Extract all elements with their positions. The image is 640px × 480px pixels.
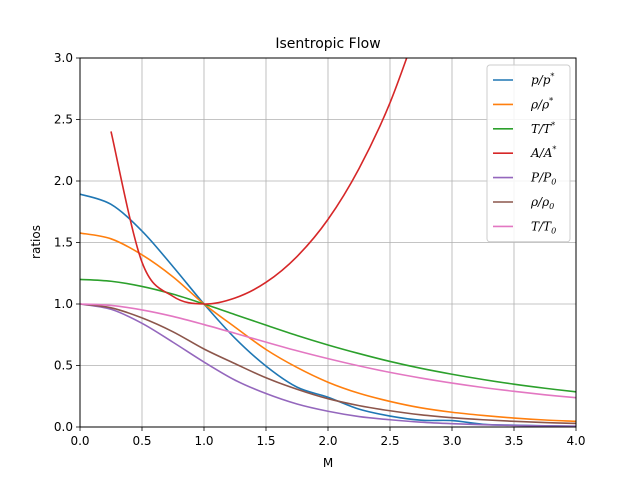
series-line-5 <box>80 303 576 425</box>
x-tick-label: 1.0 <box>194 434 213 448</box>
legend-label: A/A* <box>530 145 556 160</box>
x-tick-label: 2.0 <box>318 434 337 448</box>
legend-box <box>486 64 571 243</box>
x-tick-label: 3.0 <box>442 434 461 448</box>
legend-label: p/p* <box>531 72 554 87</box>
legend: p/p* ρ/ρ* T/T* A/A* P/P0 ρ/ρ0 T/T0 <box>486 64 571 243</box>
y-tick-label: 1.0 <box>54 297 73 311</box>
y-tick-label: 2.5 <box>54 113 73 127</box>
x-tick-label: 1.5 <box>256 434 275 448</box>
y-axis-label: ratios <box>29 225 43 259</box>
x-tick-label: 0.5 <box>132 434 151 448</box>
legend-label: T/T* <box>531 121 555 136</box>
y-tick-label: 2.0 <box>54 174 73 188</box>
y-tick-label: 0.0 <box>54 420 73 434</box>
legend-label: ρ/ρ* <box>530 96 553 111</box>
series-lines <box>80 58 576 427</box>
series-line-1 <box>80 232 576 423</box>
x-tick-label: 3.5 <box>504 434 523 448</box>
series-line-4 <box>80 303 576 427</box>
x-tick-label: 0.0 <box>70 434 89 448</box>
series-line-3 <box>110 58 408 305</box>
y-axis-ticks: 0.0 0.5 1.0 1.5 2.0 2.5 3.0 <box>54 51 80 434</box>
legend-label: T/T0 <box>531 219 556 235</box>
x-tick-label: 2.5 <box>380 434 399 448</box>
y-tick-label: 0.5 <box>54 359 73 373</box>
y-tick-label: 1.5 <box>54 236 73 250</box>
x-axis-ticks: 0.0 0.5 1.0 1.5 2.0 2.5 3.0 3.5 4.0 <box>70 427 586 448</box>
y-tick-label: 3.0 <box>54 51 73 65</box>
x-tick-label: 4.0 <box>566 434 585 448</box>
legend-label: P/P0 <box>530 171 556 187</box>
series-line-6 <box>80 303 576 399</box>
chart-title: Isentropic Flow <box>275 36 380 52</box>
legend-label: ρ/ρ0 <box>530 195 554 211</box>
x-axis-label: M <box>323 456 333 470</box>
